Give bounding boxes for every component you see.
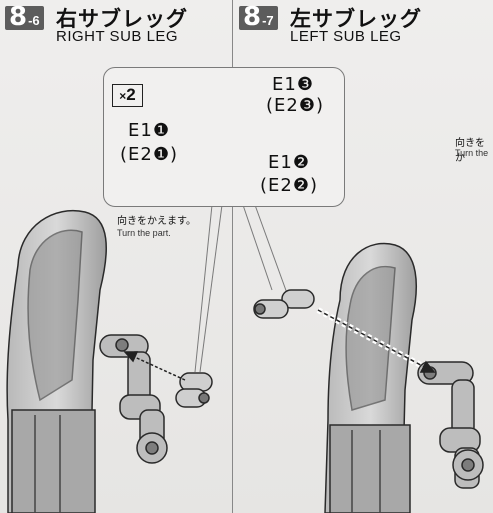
step-number: 8 — [243, 2, 262, 32]
part-label-e1-3: E1❸ — [272, 74, 314, 95]
part-label-e1-1: E1❶ — [128, 120, 170, 141]
part-e1-left — [175, 372, 213, 408]
parts-callout — [103, 67, 345, 207]
step-badge-8-7: 8 -7 — [239, 2, 278, 32]
assembly-arrow-left — [123, 351, 186, 381]
right-leg-body — [6, 210, 107, 513]
step-sub-number: -7 — [262, 13, 274, 28]
step-title-jp: 右サブレッグ — [56, 7, 188, 31]
step-number: 8 — [9, 2, 28, 32]
quantity-badge: ×2 — [112, 84, 143, 107]
step-title-en: RIGHT SUB LEG — [56, 28, 179, 45]
assembly-arrow-right — [316, 307, 436, 373]
step-title-jp: 左サブレッグ — [290, 7, 422, 31]
turn-part-note-en-cut: Turn the — [455, 148, 489, 158]
part-alt-label-e2-2: (E2❷) — [260, 175, 319, 196]
quantity-prefix: × — [119, 89, 127, 103]
quantity-value: 2 — [126, 85, 136, 104]
step-title-en: LEFT SUB LEG — [290, 28, 402, 45]
turn-part-note-jp: 向きをかえます。 — [117, 216, 196, 227]
turn-part-note-en: Turn the part. — [117, 228, 171, 238]
part-e1-right — [253, 289, 315, 319]
step-badge-8-6: 8 -6 — [5, 2, 44, 32]
step-divider — [232, 0, 233, 513]
part-label-e1-2: E1❷ — [268, 152, 310, 173]
left-leg-body — [324, 242, 417, 513]
callout-pointer-right — [242, 204, 289, 297]
step-sub-number: -6 — [28, 13, 40, 28]
part-alt-label-e2-1: (E2❶) — [120, 144, 179, 165]
left-sub-leg-frame — [417, 361, 484, 489]
callout-pointer-left — [194, 204, 223, 373]
part-alt-label-e2-3: (E2❸) — [266, 95, 325, 116]
turn-part-note-jp-cut: 向きをか — [455, 138, 485, 164]
